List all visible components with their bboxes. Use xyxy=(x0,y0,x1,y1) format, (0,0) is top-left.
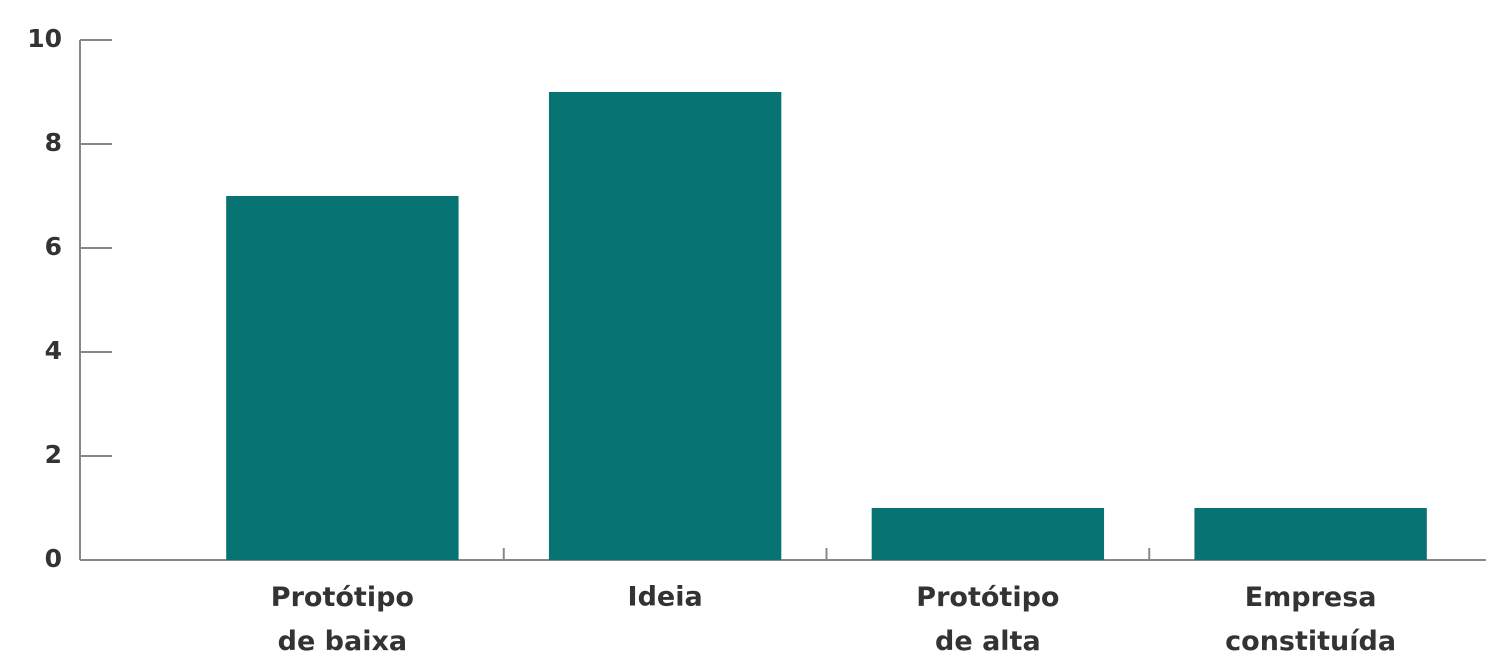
x-tick-label: Empresa constituída xyxy=(1225,582,1396,651)
bar xyxy=(1194,508,1427,560)
bar xyxy=(871,508,1105,560)
y-tick-label: 2 xyxy=(45,440,62,469)
x-tick-label: Protótipo de alta xyxy=(916,582,1059,651)
y-tick-label: 10 xyxy=(27,24,62,53)
x-tick-label: Protótipo de baixa xyxy=(271,582,414,651)
bar xyxy=(226,196,459,560)
y-tick-label: 0 xyxy=(45,544,62,573)
y-tick-label: 6 xyxy=(45,232,62,261)
bar xyxy=(548,92,782,560)
y-tick-label: 8 xyxy=(45,128,62,157)
y-tick-label: 4 xyxy=(45,336,62,365)
x-tick-label: Ideia xyxy=(628,582,703,613)
